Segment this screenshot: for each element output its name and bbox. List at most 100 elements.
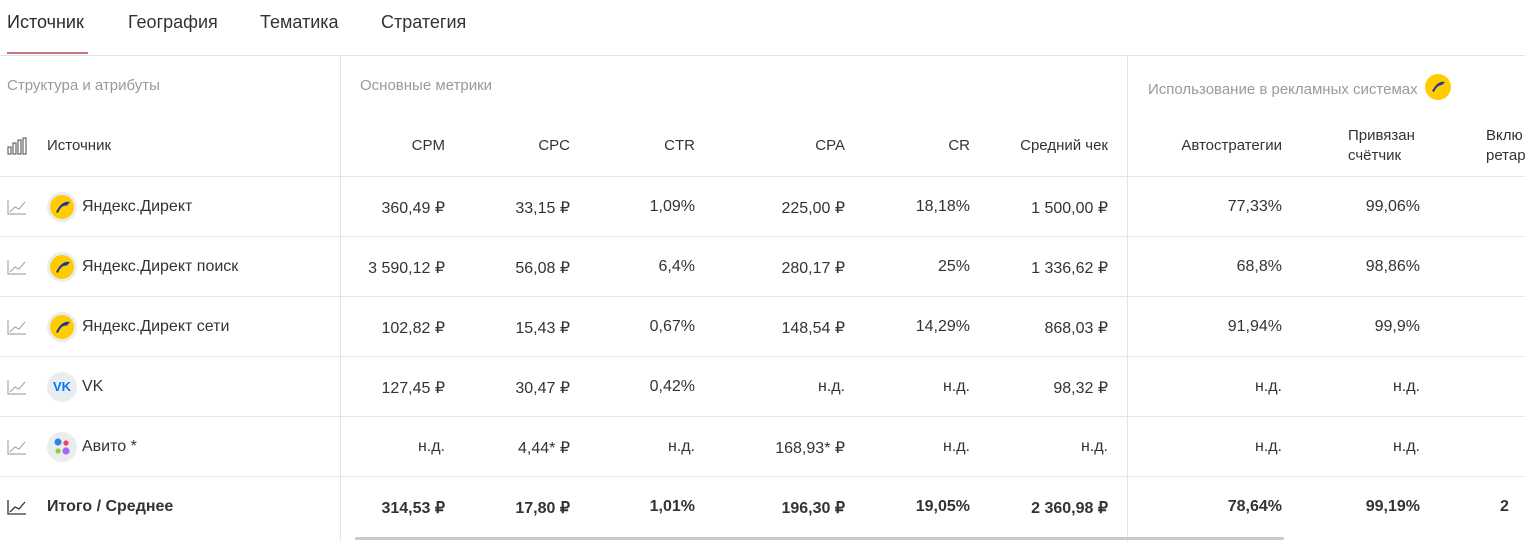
cell-cpa: 225,00 ₽: [781, 200, 845, 217]
cell-cpc: 30,47 ₽: [515, 380, 570, 397]
tab-strategy[interactable]: Стратегия: [381, 12, 467, 32]
chart-toggle-icon[interactable]: [7, 259, 27, 275]
row-divider: [0, 236, 1525, 237]
cell-avg-check: 98,32 ₽: [1053, 380, 1108, 397]
cell-ctr: 1,09%: [649, 198, 695, 215]
total-ctr: 1,01%: [649, 498, 695, 515]
cell-cr: н.д.: [942, 438, 970, 455]
total-cr: 19,05%: [915, 498, 970, 515]
header-avg-check[interactable]: Средний чек: [1020, 137, 1108, 154]
tab-topics[interactable]: Тематика: [260, 12, 339, 32]
cell-counter: 98,86%: [1365, 258, 1420, 275]
chart-toggle-icon[interactable]: [7, 439, 27, 455]
cell-cr: 18,18%: [915, 198, 970, 215]
source-name: Яндекс.Директ поиск: [82, 258, 239, 275]
row-divider: [0, 356, 1525, 357]
header-counter-line1: Привязан: [1348, 127, 1415, 144]
cell-cpa: 280,17 ₽: [781, 260, 845, 277]
columns-settings-icon[interactable]: [7, 137, 27, 155]
cell-cpc: 56,08 ₽: [515, 260, 570, 277]
header-cr[interactable]: CR: [948, 137, 970, 154]
header-retargeting[interactable]: Вклю ретар: [1486, 126, 1525, 166]
cell-cpm: 102,82 ₽: [381, 320, 445, 337]
cell-avg-check: н.д.: [1080, 438, 1108, 455]
yandex-direct-icon: [47, 252, 77, 282]
cell-cr: 14,29%: [915, 318, 970, 335]
table-row[interactable]: Яндекс.Директ 360,49 ₽ 33,15 ₽ 1,09% 225,00 …: [0, 177, 1525, 236]
chart-toggle-icon[interactable]: [7, 199, 27, 215]
total-cpa: 196,30 ₽: [781, 500, 845, 517]
active-tab-indicator: [7, 52, 88, 54]
group-structure-title: Структура и атрибуты: [7, 77, 160, 94]
cell-avg-check: 868,03 ₽: [1044, 320, 1108, 337]
cell-cpc: 4,44* ₽: [518, 440, 570, 457]
header-divider: [0, 176, 1525, 177]
cell-cpm: 127,45 ₽: [381, 380, 445, 397]
cell-cpc: 15,43 ₽: [515, 320, 570, 337]
header-source[interactable]: Источник: [47, 137, 112, 154]
avito-icon: [47, 432, 77, 462]
group-metrics-title: Основные метрики: [360, 77, 493, 94]
cell-avg-check: 1 500,00 ₽: [1031, 200, 1108, 217]
total-cpm: 314,53 ₽: [381, 500, 445, 517]
header-counter[interactable]: Привязан счётчик: [1348, 126, 1415, 166]
total-avg-check: 2 360,98 ₽: [1031, 500, 1108, 517]
cell-cpa: 168,93* ₽: [775, 440, 845, 457]
header-ctr[interactable]: CTR: [664, 137, 695, 154]
cell-cr: 25%: [937, 258, 970, 275]
cell-ctr: 6,4%: [658, 258, 695, 275]
cell-counter: 99,06%: [1365, 198, 1420, 215]
header-retargeting-line2: ретар: [1486, 147, 1525, 164]
yandex-direct-icon: [47, 312, 77, 342]
cell-counter: н.д.: [1392, 378, 1420, 395]
table-row[interactable]: Авито * н.д. 4,44* ₽ н.д. 168,93* ₽ н.д. н.д. н…: [0, 417, 1525, 476]
cell-autostrategies: 68,8%: [1236, 258, 1282, 275]
cell-autostrategies: 91,94%: [1227, 318, 1282, 335]
horizontal-scrollbar[interactable]: [355, 537, 1284, 540]
source-name: Яндекс.Директ: [82, 198, 193, 215]
yandex-direct-icon: [47, 192, 77, 222]
header-cpm[interactable]: CPM: [411, 137, 445, 154]
total-autostrategies: 78,64%: [1227, 498, 1282, 515]
source-name: Авито *: [82, 438, 137, 455]
cell-avg-check: 1 336,62 ₽: [1031, 260, 1108, 277]
cell-counter: 99,9%: [1374, 318, 1420, 335]
chart-toggle-icon[interactable]: [7, 319, 27, 335]
row-divider: [0, 296, 1525, 297]
cell-autostrategies: н.д.: [1254, 378, 1282, 395]
report-tabs: Источник География Тематика Стратегия: [0, 0, 1525, 56]
header-retargeting-line1: Вклю: [1486, 127, 1523, 144]
chart-toggle-icon[interactable]: [7, 379, 27, 395]
table-row[interactable]: VK VK 127,45 ₽ 30,47 ₽ 0,42% н.д. н.д. 98,32 ₽ н…: [0, 357, 1525, 416]
chart-toggle-icon[interactable]: [7, 499, 27, 515]
cell-autostrategies: н.д.: [1254, 438, 1282, 455]
cell-cpm: 3 590,12 ₽: [368, 260, 445, 277]
vk-icon: VK: [47, 372, 77, 402]
total-counter: 99,19%: [1365, 498, 1420, 515]
source-name: VK: [82, 378, 104, 395]
vk-logo-text: VK: [52, 379, 72, 394]
cell-cpa: 148,54 ₽: [781, 320, 845, 337]
table-row[interactable]: Яндекс.Директ поиск 3 590,12 ₽ 56,08 ₽ 6,4%…: [0, 237, 1525, 296]
cell-cr: н.д.: [942, 378, 970, 395]
cell-ctr: 0,67%: [649, 318, 695, 335]
cell-cpm: 360,49 ₽: [381, 200, 445, 217]
row-divider: [0, 476, 1525, 477]
source-name: Яндекс.Директ сети: [82, 318, 230, 335]
cell-cpm: н.д.: [417, 438, 445, 455]
cell-counter: н.д.: [1392, 438, 1420, 455]
header-cpa[interactable]: CPA: [815, 137, 845, 154]
header-cpc[interactable]: CPC: [538, 137, 570, 154]
total-label: Итого / Среднее: [47, 498, 174, 515]
total-cpc: 17,80 ₽: [515, 500, 570, 517]
header-autostrategies[interactable]: Автостратегии: [1181, 137, 1282, 154]
tab-geography[interactable]: География: [128, 12, 218, 32]
cell-autostrategies: 77,33%: [1227, 198, 1282, 215]
cell-ctr: 0,42%: [649, 378, 695, 395]
column-divider: [340, 56, 341, 541]
tab-source[interactable]: Источник: [7, 12, 84, 32]
row-divider: [0, 416, 1525, 417]
yandex-direct-icon: [1424, 74, 1451, 100]
cell-ctr: н.д.: [667, 438, 695, 455]
table-row[interactable]: Яндекс.Директ сети 102,82 ₽ 15,43 ₽ 0,67% 14…: [0, 297, 1525, 356]
